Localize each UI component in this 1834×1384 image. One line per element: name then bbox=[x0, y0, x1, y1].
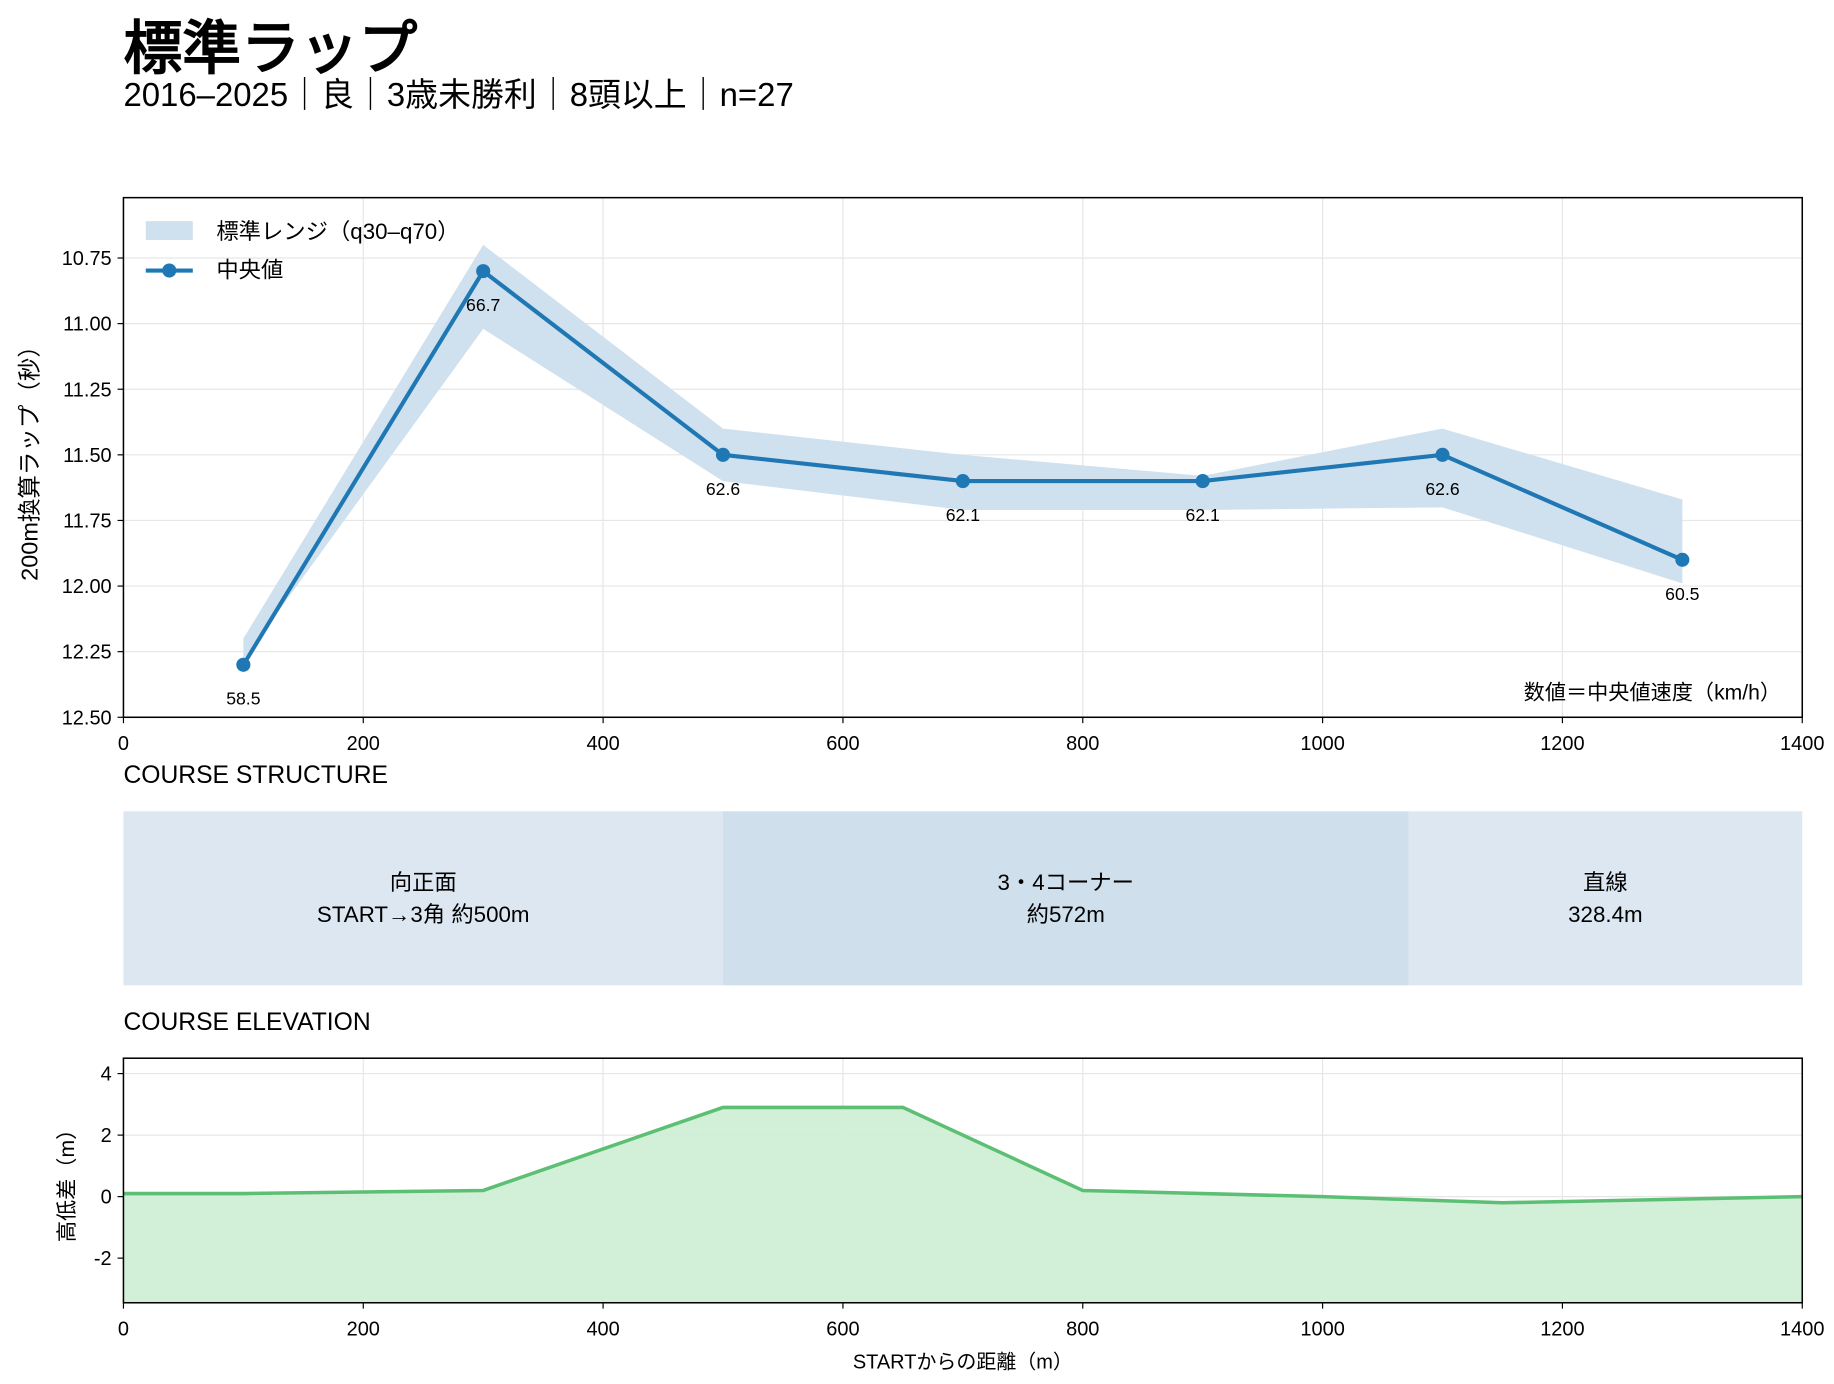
median-point bbox=[1195, 474, 1210, 489]
title: 標準ラップ bbox=[123, 16, 417, 81]
x-tick-label: 1400 bbox=[1780, 1319, 1824, 1341]
course-segment bbox=[123, 811, 724, 986]
x-tick-label: 1200 bbox=[1540, 733, 1584, 755]
x-tick-label: 600 bbox=[826, 733, 859, 755]
x-tick-label: 1400 bbox=[1780, 733, 1824, 755]
median-point bbox=[236, 657, 251, 672]
y-tick-label: 11.50 bbox=[63, 445, 112, 467]
data-label: 62.1 bbox=[1186, 505, 1220, 525]
x-tick-label: 800 bbox=[1066, 733, 1099, 755]
y-tick-label: 11.00 bbox=[63, 314, 112, 336]
section-title: COURSE STRUCTURE bbox=[123, 762, 388, 789]
course-segment bbox=[723, 811, 1409, 986]
median-point bbox=[476, 264, 491, 279]
x-tick-label: 400 bbox=[586, 1319, 619, 1341]
median-point bbox=[715, 447, 731, 462]
y-tick-label: 11.75 bbox=[63, 510, 112, 532]
y-axis-label: 高低差（m） bbox=[55, 1119, 79, 1242]
segment-name: 向正面 bbox=[390, 870, 457, 895]
y-tick-label: 12.00 bbox=[62, 576, 112, 598]
x-tick-label: 0 bbox=[118, 733, 129, 755]
elevation-line bbox=[123, 1105, 1803, 1205]
segment-label: 約572m bbox=[1027, 902, 1105, 927]
y-tick-label: 11.25 bbox=[63, 379, 112, 401]
median-point bbox=[955, 474, 970, 489]
range-band bbox=[243, 244, 1683, 660]
data-label: 60.5 bbox=[1665, 584, 1700, 604]
x-tick-label: 800 bbox=[1066, 1319, 1099, 1341]
plot-frame bbox=[122, 196, 1804, 719]
y-tick-label: 0 bbox=[101, 1187, 112, 1209]
y-tick-label: 12.25 bbox=[62, 642, 112, 664]
legend-label: 中央値 bbox=[216, 258, 283, 283]
median-point bbox=[1675, 552, 1690, 567]
data-label: 58.5 bbox=[226, 689, 261, 709]
data-label: 62.1 bbox=[946, 505, 980, 525]
median-point bbox=[1435, 447, 1450, 462]
y-tick-label: -2 bbox=[94, 1248, 112, 1270]
elevation-area bbox=[123, 1107, 1803, 1303]
subtitle: 2016–2025｜良｜3歳未勝利｜8頭以上｜n=27 bbox=[123, 76, 793, 113]
data-label: 66.7 bbox=[466, 295, 500, 315]
section-title: COURSE ELEVATION bbox=[123, 1009, 370, 1036]
data-label: 62.6 bbox=[1425, 479, 1460, 499]
x-tick-label: 1000 bbox=[1300, 1319, 1344, 1341]
legend-label: 標準レンジ（q30–q70） bbox=[216, 219, 459, 244]
legend-swatch bbox=[145, 221, 193, 240]
segment-name: 3・4コーナー bbox=[997, 870, 1133, 895]
course-segment bbox=[1408, 811, 1803, 986]
x-tick-label: 1200 bbox=[1540, 1319, 1584, 1341]
y-axis-label: 200m換算ラップ（秒） bbox=[17, 334, 43, 581]
y-tick-label: 4 bbox=[101, 1064, 112, 1086]
segment-label: 328.4m bbox=[1568, 902, 1642, 927]
y-tick-label: 2 bbox=[101, 1125, 112, 1147]
data-label: 62.6 bbox=[706, 479, 741, 499]
segment-name: 直線 bbox=[1583, 870, 1628, 895]
plot-frame bbox=[122, 1057, 1804, 1304]
segment-label: START→3角 約500m bbox=[317, 902, 530, 927]
x-tick-label: 600 bbox=[826, 1319, 859, 1341]
x-tick-label: 400 bbox=[586, 733, 619, 755]
x-tick-label: 200 bbox=[347, 733, 380, 755]
annotation: 数値＝中央値速度（km/h） bbox=[1524, 681, 1781, 705]
x-tick-label: 0 bbox=[118, 1319, 129, 1341]
y-tick-label: 12.50 bbox=[62, 707, 112, 729]
x-axis-label: STARTからの距離（m） bbox=[853, 1351, 1073, 1374]
legend-marker bbox=[162, 263, 177, 278]
x-tick-label: 200 bbox=[347, 1319, 380, 1341]
y-tick-label: 10.75 bbox=[62, 248, 112, 270]
x-tick-label: 1000 bbox=[1300, 733, 1344, 755]
